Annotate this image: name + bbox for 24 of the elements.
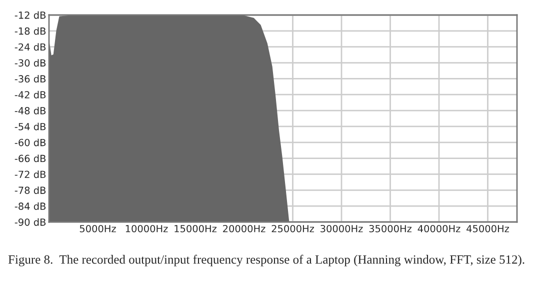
y-tick-label: -24 dB <box>14 43 46 51</box>
x-tick-label: 15000Hz <box>174 224 216 232</box>
x-tick-label: 40000Hz <box>418 224 460 232</box>
y-tick-label: -42 dB <box>14 90 46 98</box>
x-tick-label: 35000Hz <box>369 224 412 232</box>
y-tick-label: -18 dB <box>14 27 46 35</box>
x-tick-label: 30000Hz <box>320 224 363 232</box>
y-tick-label: -66 dB <box>14 154 46 162</box>
y-tick-label: -48 dB <box>14 106 46 114</box>
x-tick-label: 5000Hz <box>80 224 116 232</box>
y-tick-label: -30 dB <box>14 59 46 67</box>
x-tick-label: 25000Hz <box>272 224 314 232</box>
y-tick-label: -90 dB <box>14 218 46 226</box>
y-tick-label: -78 dB <box>14 186 46 194</box>
x-tick-label: 45000Hz <box>466 224 509 232</box>
y-tick-label: -60 dB <box>14 138 46 146</box>
y-tick-label: -12 dB <box>14 11 46 19</box>
caption: Figure 8. The recorded output/input frequency response of a Laptop (Hanning window, FFT, size 512). <box>8 254 524 266</box>
x-tick-label: 10000Hz <box>126 224 168 232</box>
y-tick-label: -84 dB <box>14 202 46 210</box>
x-tick-label: 20000Hz <box>223 224 266 232</box>
y-tick-label: -72 dB <box>14 170 46 178</box>
y-tick-label: -36 dB <box>14 75 46 83</box>
y-tick-label: -54 dB <box>14 122 46 130</box>
